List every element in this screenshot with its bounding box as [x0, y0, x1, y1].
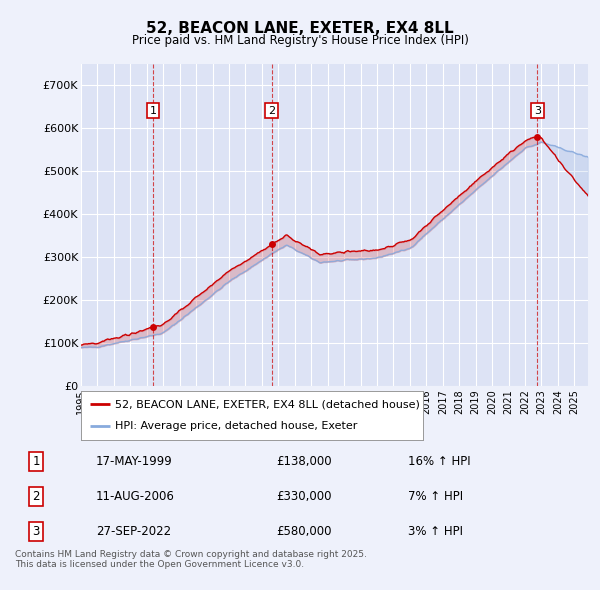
Text: 1: 1 [149, 106, 157, 116]
Text: Contains HM Land Registry data © Crown copyright and database right 2025.
This d: Contains HM Land Registry data © Crown c… [15, 550, 367, 569]
Text: £330,000: £330,000 [276, 490, 331, 503]
Text: 11-AUG-2006: 11-AUG-2006 [96, 490, 175, 503]
Text: 3: 3 [534, 106, 541, 116]
Text: £138,000: £138,000 [276, 455, 332, 468]
Text: £580,000: £580,000 [276, 525, 331, 537]
Text: 3: 3 [32, 525, 40, 537]
Text: 16% ↑ HPI: 16% ↑ HPI [408, 455, 470, 468]
Text: HPI: Average price, detached house, Exeter: HPI: Average price, detached house, Exet… [115, 421, 358, 431]
Text: 52, BEACON LANE, EXETER, EX4 8LL (detached house): 52, BEACON LANE, EXETER, EX4 8LL (detach… [115, 399, 420, 409]
Text: 1: 1 [32, 455, 40, 468]
Text: 2: 2 [32, 490, 40, 503]
Text: 3% ↑ HPI: 3% ↑ HPI [408, 525, 463, 537]
Text: 17-MAY-1999: 17-MAY-1999 [96, 455, 173, 468]
Text: 52, BEACON LANE, EXETER, EX4 8LL: 52, BEACON LANE, EXETER, EX4 8LL [146, 21, 454, 35]
Text: 7% ↑ HPI: 7% ↑ HPI [408, 490, 463, 503]
Text: 27-SEP-2022: 27-SEP-2022 [96, 525, 171, 537]
Text: 2: 2 [268, 106, 275, 116]
Text: Price paid vs. HM Land Registry's House Price Index (HPI): Price paid vs. HM Land Registry's House … [131, 34, 469, 47]
